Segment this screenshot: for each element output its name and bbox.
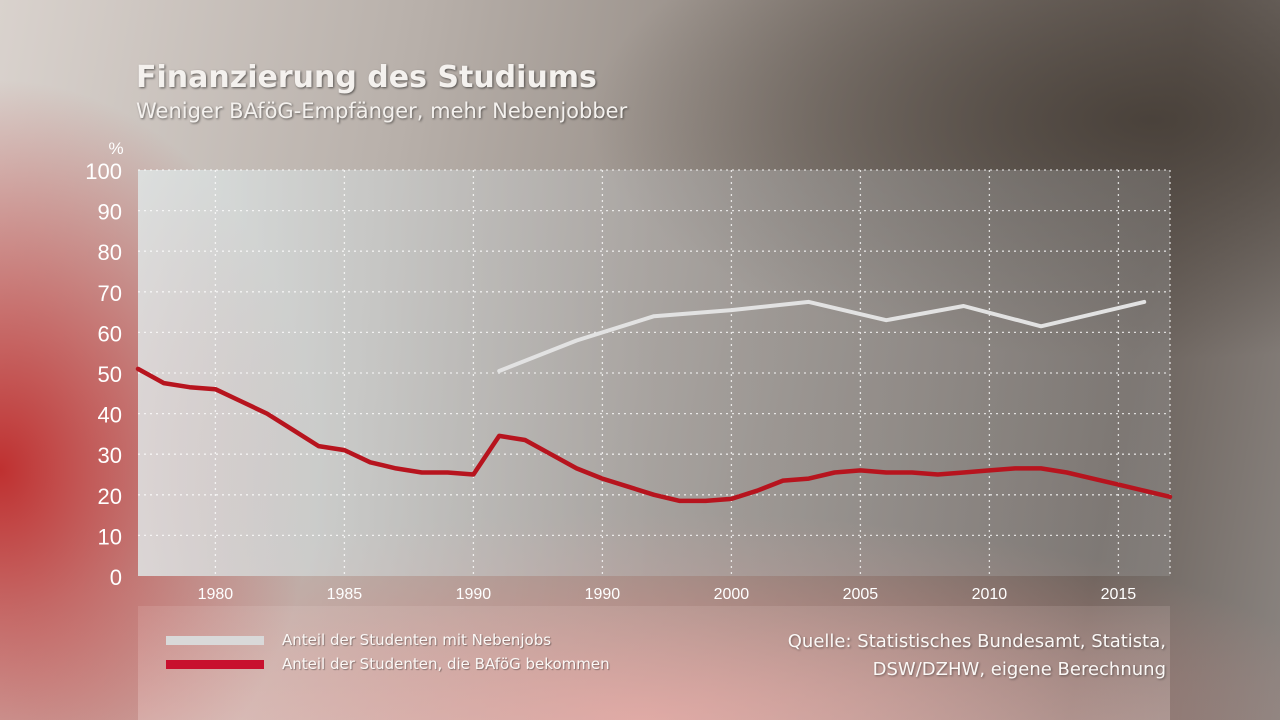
y-tick-label: 40 bbox=[98, 403, 122, 428]
x-tick-labels: 1980 1985 1990 1990 2000 2005 2010 2015 bbox=[198, 586, 1137, 603]
y-tick-labels: 0 10 20 30 40 50 60 70 80 90 100 bbox=[85, 159, 122, 590]
source-line-2: DSW/DZHW, eigene Berechnung bbox=[872, 659, 1166, 680]
legend-label-nebenjobs: Anteil der Studenten mit Nebenjobs bbox=[282, 631, 552, 649]
y-tick-label: 20 bbox=[98, 484, 122, 509]
line-chart: % 0 10 20 30 40 50 60 70 80 90 100 1980 1985 1990 199… bbox=[85, 139, 1173, 603]
series-lines bbox=[135, 299, 1173, 504]
grid-lines bbox=[138, 169, 1171, 576]
chart-subtitle: Weniger BAföG-Empfänger, mehr Nebenjobbe… bbox=[136, 99, 628, 123]
y-tick-label: 0 bbox=[110, 565, 122, 590]
x-tick-label: 2005 bbox=[843, 586, 879, 603]
source-line-1: Quelle: Statistisches Bundesamt, Statist… bbox=[787, 631, 1166, 652]
x-tick-label: 2015 bbox=[1101, 586, 1137, 603]
y-tick-label: 90 bbox=[98, 200, 122, 225]
y-tick-label: 70 bbox=[98, 281, 122, 306]
x-tick-label: 1990 bbox=[585, 586, 621, 603]
legend-label-bafoeg: Anteil der Studenten, die BAföG bekommen bbox=[282, 655, 610, 673]
legend-swatch-nebenjobs bbox=[166, 635, 264, 645]
x-tick-label: 2010 bbox=[972, 586, 1008, 603]
y-axis-unit-label: % bbox=[108, 139, 123, 158]
y-tick-label: 30 bbox=[98, 443, 122, 468]
y-tick-label: 60 bbox=[98, 321, 122, 346]
series-line-nebenjobs bbox=[497, 299, 1147, 373]
legend-swatch-bafoeg bbox=[166, 659, 264, 669]
legend-item-bafoeg: Anteil der Studenten, die BAföG bekommen bbox=[166, 654, 610, 674]
y-tick-label: 80 bbox=[98, 240, 122, 265]
x-tick-label: 1990 bbox=[456, 586, 492, 603]
x-tick-label: 1980 bbox=[198, 586, 234, 603]
y-tick-label: 50 bbox=[98, 362, 122, 387]
x-tick-label: 1985 bbox=[327, 586, 363, 603]
x-tick-label: 2000 bbox=[714, 586, 750, 603]
legend-panel bbox=[138, 606, 1170, 720]
series-line-bafoeg bbox=[135, 366, 1173, 504]
legend-item-nebenjobs: Anteil der Studenten mit Nebenjobs bbox=[166, 630, 551, 650]
source-note: Quelle: Statistisches Bundesamt, Statist… bbox=[788, 628, 1166, 684]
y-tick-label: 100 bbox=[85, 159, 122, 184]
y-tick-label: 10 bbox=[98, 524, 122, 549]
chart-title: Finanzierung des Studiums bbox=[136, 60, 597, 95]
